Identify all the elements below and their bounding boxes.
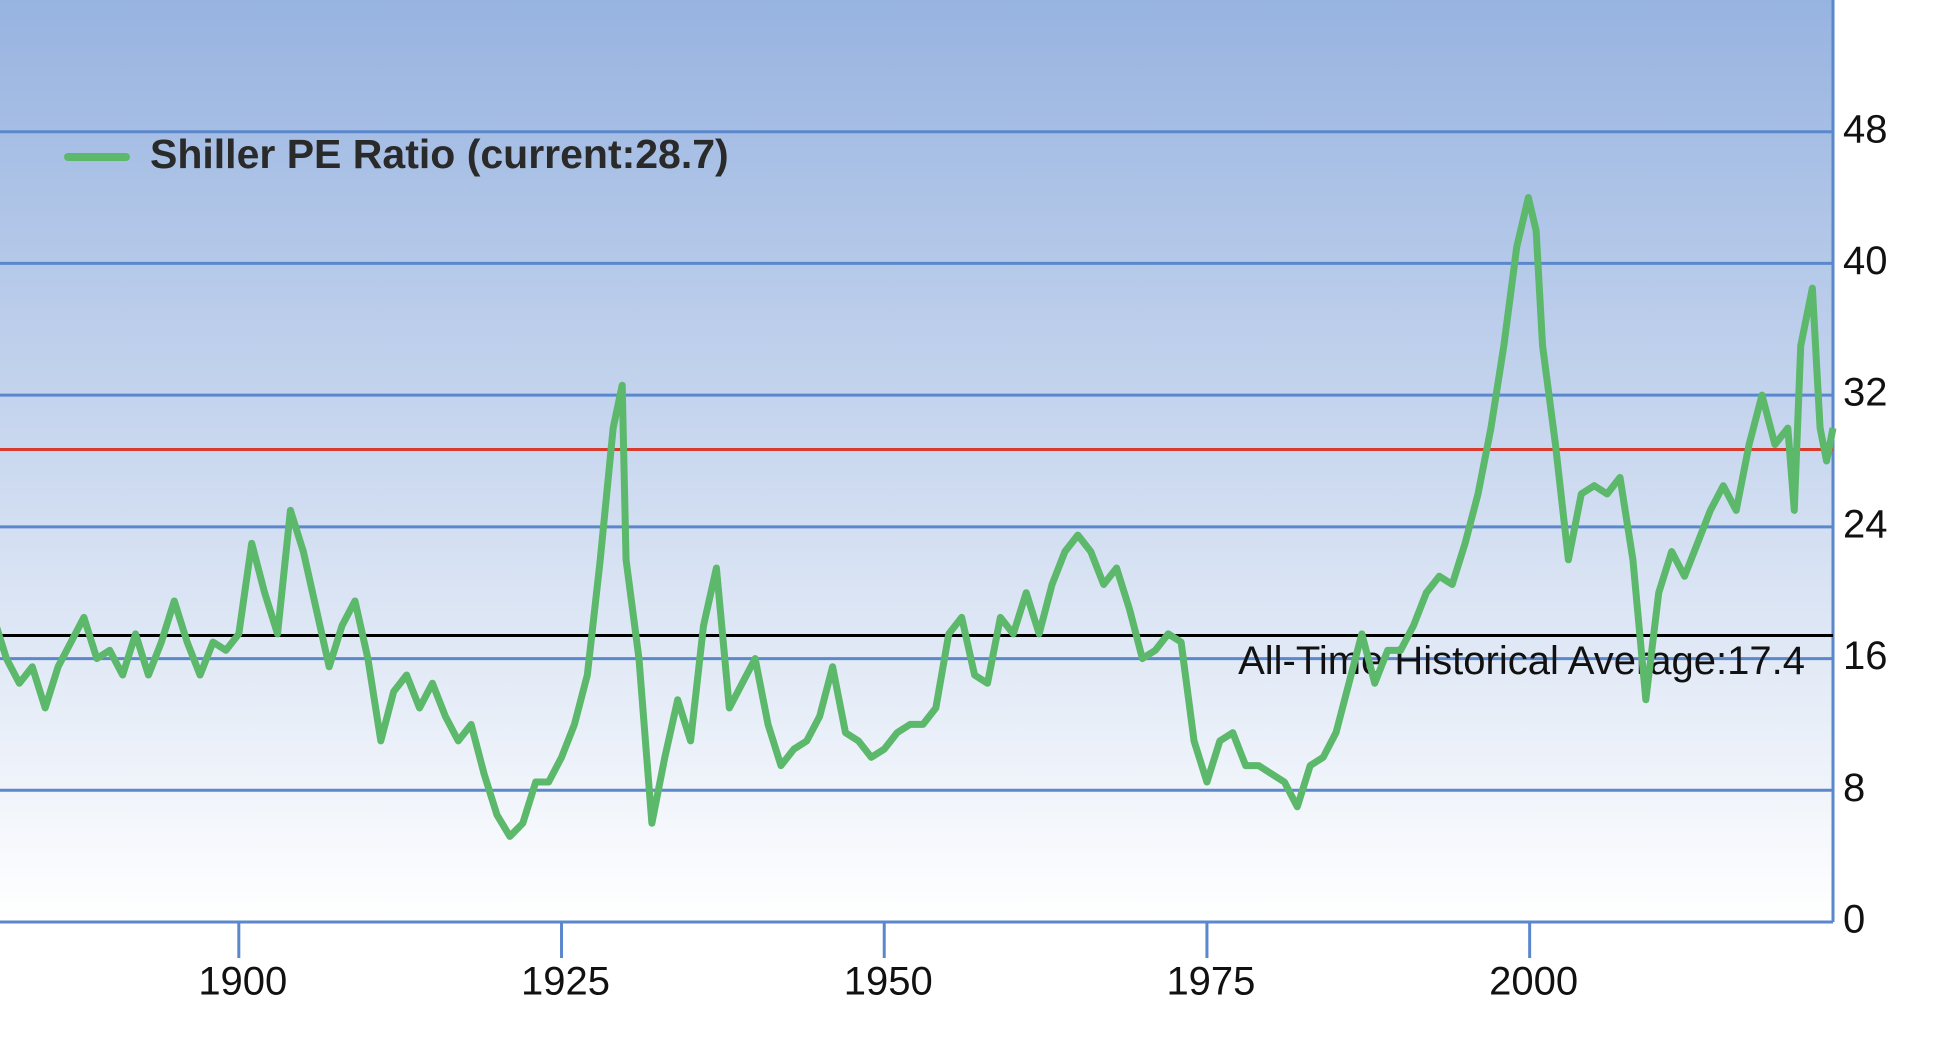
x-tick-label: 1950 bbox=[844, 960, 933, 1004]
y-tick-label: 16 bbox=[1843, 634, 1888, 678]
y-tick-label: 32 bbox=[1843, 371, 1888, 415]
y-tick-label: 24 bbox=[1843, 502, 1888, 546]
x-tick-label: 1975 bbox=[1166, 960, 1255, 1004]
data-line bbox=[0, 194, 1837, 840]
x-tick-label: 1925 bbox=[521, 960, 610, 1004]
legend-label: Shiller PE Ratio (current:28.7) bbox=[150, 131, 729, 177]
y-tick-label: 48 bbox=[1843, 107, 1888, 151]
y-tick-label: 8 bbox=[1843, 766, 1865, 810]
plot-background bbox=[0, 0, 1833, 922]
x-tick-label: 1900 bbox=[198, 960, 287, 1004]
y-tick-label: 0 bbox=[1843, 898, 1865, 942]
reference-label: All-Time Historical Average:17.4 bbox=[1238, 639, 1805, 683]
x-tick-label: 2000 bbox=[1489, 960, 1578, 1004]
y-tick-label: 40 bbox=[1843, 239, 1888, 283]
